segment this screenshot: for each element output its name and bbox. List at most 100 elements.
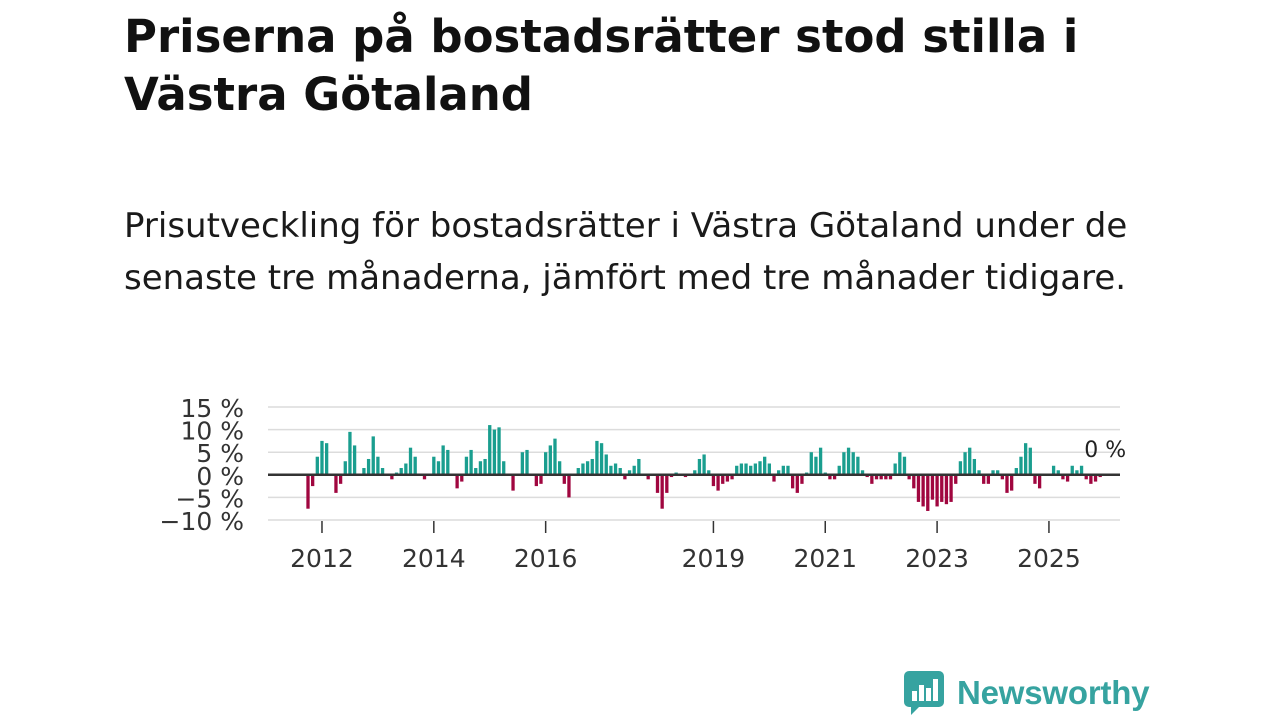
- bar: [809, 452, 813, 475]
- x-tick-label: 2016: [514, 544, 578, 573]
- x-tick-label: 2025: [1017, 544, 1081, 573]
- bar: [702, 454, 706, 475]
- bar: [879, 474, 883, 480]
- bar: [492, 429, 497, 475]
- bar: [851, 452, 855, 475]
- bar: [343, 461, 347, 475]
- bar: [338, 474, 343, 484]
- bar: [380, 468, 385, 475]
- bar: [474, 468, 478, 475]
- bar: [916, 474, 921, 502]
- bar: [632, 465, 636, 475]
- bar: [366, 458, 371, 475]
- bar: [362, 468, 366, 475]
- page-title: Priserna på bostadsrätter stod stilla i …: [124, 10, 1079, 121]
- bar: [763, 456, 767, 475]
- bar: [1065, 474, 1070, 482]
- bar: [1070, 465, 1074, 475]
- bar: [842, 452, 846, 475]
- bar: [604, 454, 608, 475]
- bar: [618, 468, 622, 475]
- bar: [893, 463, 897, 475]
- bar: [464, 456, 469, 475]
- y-tick-label: 5 %: [196, 439, 244, 468]
- bar: [455, 474, 459, 489]
- bar: [1014, 468, 1018, 475]
- bar: [744, 463, 748, 475]
- bar: [609, 465, 613, 475]
- bar: [637, 458, 641, 475]
- bar: [390, 474, 394, 480]
- bar: [846, 447, 851, 475]
- bar: [721, 474, 725, 484]
- bar: [562, 474, 566, 484]
- bar: [767, 463, 771, 475]
- bar: [511, 474, 515, 491]
- bar: [599, 443, 604, 475]
- bar: [753, 463, 758, 475]
- bar: [926, 474, 930, 511]
- bar: [478, 461, 483, 475]
- bar: [968, 447, 972, 475]
- chart-subtitle: Prisutveckling för bostadsrätter i Västr…: [124, 206, 1128, 298]
- bar: [627, 470, 632, 475]
- bar: [730, 474, 734, 480]
- bar: [996, 470, 1000, 475]
- newsworthy-logo[interactable]: Newsworthy: [903, 670, 1150, 716]
- bar: [436, 461, 441, 475]
- bar: [306, 474, 310, 509]
- bar: [1089, 474, 1093, 484]
- bar: [777, 470, 781, 475]
- bar: [795, 474, 799, 493]
- bar: [1005, 474, 1009, 493]
- bar: [483, 458, 487, 475]
- bar: [371, 436, 375, 475]
- bar: [525, 449, 529, 475]
- bar: [963, 452, 967, 475]
- bar: [786, 465, 790, 475]
- bar: [949, 474, 953, 502]
- bar: [1075, 470, 1079, 475]
- bar: [539, 474, 543, 484]
- bar: [818, 447, 823, 475]
- y-tick-label: 0 %: [196, 462, 244, 491]
- bar: [758, 461, 762, 475]
- bar: [548, 445, 552, 475]
- y-tick-label: 15 %: [180, 394, 244, 423]
- x-tick-label: 2023: [905, 544, 969, 573]
- bar: [488, 425, 492, 475]
- bar: [1061, 474, 1065, 480]
- bar: [320, 440, 324, 475]
- bar: [460, 474, 464, 482]
- bar: [856, 456, 860, 475]
- x-tick-label: 2012: [290, 544, 354, 573]
- bar: [660, 474, 664, 509]
- price-change-bar-chart: −10 %−5 %0 %5 %10 %15 %2012 2014 2016 2019 2…: [160, 394, 1127, 573]
- bar: [595, 440, 599, 475]
- bar: [940, 474, 944, 502]
- bar: [1019, 456, 1023, 475]
- bar: [902, 456, 907, 475]
- bar: [324, 443, 329, 475]
- bar: [581, 463, 585, 475]
- bar: [613, 463, 618, 475]
- bar: [1051, 465, 1056, 475]
- bar: [1033, 474, 1037, 484]
- bar: [408, 447, 413, 475]
- bar: [1023, 443, 1028, 475]
- bar: [315, 456, 319, 475]
- bar: [781, 465, 785, 475]
- bar: [1084, 474, 1088, 480]
- bar: [1079, 465, 1084, 475]
- bar: [422, 474, 427, 480]
- bar: [544, 452, 548, 475]
- bar: [553, 438, 557, 475]
- bar: [590, 458, 594, 475]
- bar: [399, 468, 403, 475]
- bar: [1028, 447, 1032, 475]
- bar: [921, 474, 925, 507]
- bar: [534, 474, 538, 487]
- x-tick-label: 2014: [402, 544, 466, 573]
- bar: [739, 463, 744, 475]
- bar: [623, 474, 627, 480]
